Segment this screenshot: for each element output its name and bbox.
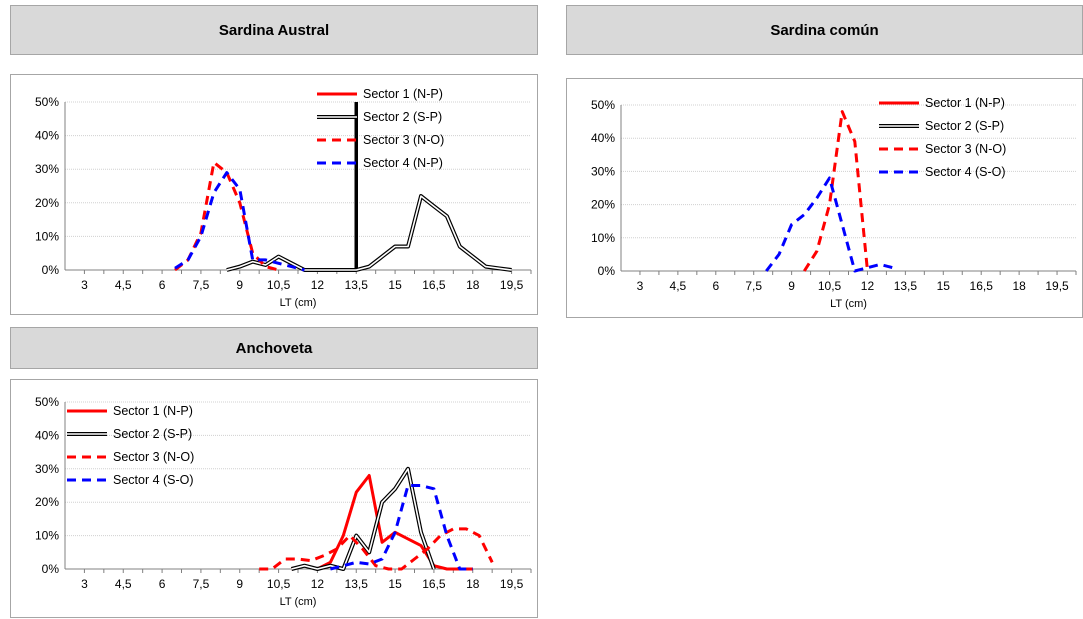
legend-label-4: Sector 4 (S-O) xyxy=(113,473,194,487)
legend-label-3: Sector 3 (N-O) xyxy=(113,450,194,464)
x-tick-label: 12 xyxy=(311,577,325,591)
y-tick-label: 0% xyxy=(42,562,60,576)
series-line-1 xyxy=(291,474,473,571)
x-tick-label: 13,5 xyxy=(345,278,369,292)
series-line-4 xyxy=(330,484,473,571)
x-tick-label: 3 xyxy=(637,279,644,293)
series-line-2 xyxy=(291,468,435,570)
x-tick-label: 7,5 xyxy=(193,577,210,591)
x-tick-label: 19,5 xyxy=(1045,279,1069,293)
chart-svg-0: 0% 10% 20% 30% 40% 50% 3 4,5 6 7,5 9 10,5 12 13,5 15 16… xyxy=(35,87,532,309)
x-tick-label: 9 xyxy=(236,577,243,591)
y-tick-label: 30% xyxy=(35,162,59,176)
y-tick-label: 30% xyxy=(35,462,59,476)
x-tick-label: 3 xyxy=(81,278,88,292)
x-tick-label: 4,5 xyxy=(670,279,687,293)
y-tick-label: 0% xyxy=(42,263,60,277)
x-tick-label: 12 xyxy=(311,278,325,292)
chart-anchoveta: 0% 10% 20% 30% 40% 50% 3 4,5 6 7,5 9 10,5 12 13,5 15 16… xyxy=(10,379,538,618)
x-tick-label: 16,5 xyxy=(970,279,994,293)
x-tick-label: 19,5 xyxy=(500,577,524,591)
x-tick-label: 13,5 xyxy=(894,279,918,293)
x-tick-label: 6 xyxy=(712,279,719,293)
legend-label-4: Sector 4 (S-O) xyxy=(925,165,1006,179)
y-tick-label: 50% xyxy=(35,395,59,409)
x-tick-label: 3 xyxy=(81,577,88,591)
chart-svg-1: 0% 10% 20% 30% 40% 50% 3 4,5 6 7,5 9 10,5 12 13,5 15 16… xyxy=(591,96,1077,310)
x-tick-label: 10,5 xyxy=(267,577,291,591)
legend-label-2: Sector 2 (S-P) xyxy=(113,427,192,441)
panel-title-sardina-austral: Sardina Austral xyxy=(10,5,538,55)
panel-title-anchoveta: Anchoveta xyxy=(10,327,538,369)
legend-label-2: Sector 2 (S-P) xyxy=(363,110,442,124)
x-tick-label: 4,5 xyxy=(115,278,132,292)
series-line-3 xyxy=(174,161,279,272)
series-line-4 xyxy=(174,171,305,272)
chart-svg-2: 0% 10% 20% 30% 40% 50% 3 4,5 6 7,5 9 10,5 12 13,5 15 16… xyxy=(35,395,532,608)
y-tick-label: 20% xyxy=(35,495,59,509)
legend-label-3: Sector 3 (N-O) xyxy=(363,133,444,147)
chart-sardina-austral: 0% 10% 20% 30% 40% 50% 3 4,5 6 7,5 9 10,5 12 13,5 15 16… xyxy=(10,74,538,315)
x-tick-label: 6 xyxy=(159,278,166,292)
legend-label-1: Sector 1 (N-P) xyxy=(113,404,193,418)
legend-label-1: Sector 1 (N-P) xyxy=(363,87,443,101)
x-axis-label: LT (cm) xyxy=(280,596,317,608)
legend-label-4: Sector 4 (N-P) xyxy=(363,156,443,170)
legend-label-3: Sector 3 (N-O) xyxy=(925,142,1006,156)
panel-title-sardina-comun: Sardina común xyxy=(566,5,1083,55)
x-tick-label: 10,5 xyxy=(818,279,842,293)
x-tick-label: 6 xyxy=(159,577,166,591)
y-tick-label: 40% xyxy=(35,129,59,143)
x-tick-label: 15 xyxy=(937,279,951,293)
x-tick-label: 16,5 xyxy=(422,278,446,292)
y-tick-label: 20% xyxy=(591,198,615,212)
x-tick-label: 15 xyxy=(388,577,402,591)
x-tick-label: 10,5 xyxy=(267,278,291,292)
x-axis-label: LT (cm) xyxy=(830,298,867,310)
x-tick-label: 15 xyxy=(388,278,402,292)
y-tick-label: 40% xyxy=(35,428,59,442)
chart-sardina-comun: 0% 10% 20% 30% 40% 50% 3 4,5 6 7,5 9 10,5 12 13,5 15 16… xyxy=(566,78,1083,318)
x-tick-label: 9 xyxy=(788,279,795,293)
legend-label-1: Sector 1 (N-P) xyxy=(925,96,1005,110)
x-tick-label: 12 xyxy=(861,279,875,293)
x-tick-label: 9 xyxy=(236,278,243,292)
x-tick-label: 7,5 xyxy=(745,279,762,293)
y-tick-label: 10% xyxy=(35,529,59,543)
x-tick-label: 18 xyxy=(466,577,480,591)
series-line-2 xyxy=(226,194,512,272)
y-tick-label: 50% xyxy=(35,95,59,109)
x-tick-label: 18 xyxy=(466,278,480,292)
y-tick-label: 20% xyxy=(35,196,59,210)
y-tick-label: 10% xyxy=(591,231,615,245)
y-tick-label: 40% xyxy=(591,131,615,145)
series-line-3 xyxy=(803,110,869,272)
y-tick-label: 10% xyxy=(35,229,59,243)
x-tick-label: 19,5 xyxy=(500,278,524,292)
x-tick-label: 13,5 xyxy=(345,577,369,591)
y-tick-label: 30% xyxy=(591,164,615,178)
x-tick-label: 7,5 xyxy=(193,278,210,292)
y-tick-label: 50% xyxy=(591,98,615,112)
series-line-2 xyxy=(226,195,512,271)
x-axis-label: LT (cm) xyxy=(280,297,317,309)
y-tick-label: 0% xyxy=(598,264,616,278)
series-line-3 xyxy=(259,527,494,571)
series-line-4 xyxy=(765,176,894,273)
x-tick-label: 18 xyxy=(1012,279,1026,293)
x-tick-label: 16,5 xyxy=(422,577,446,591)
legend-label-2: Sector 2 (S-P) xyxy=(925,119,1004,133)
x-tick-label: 4,5 xyxy=(115,577,132,591)
